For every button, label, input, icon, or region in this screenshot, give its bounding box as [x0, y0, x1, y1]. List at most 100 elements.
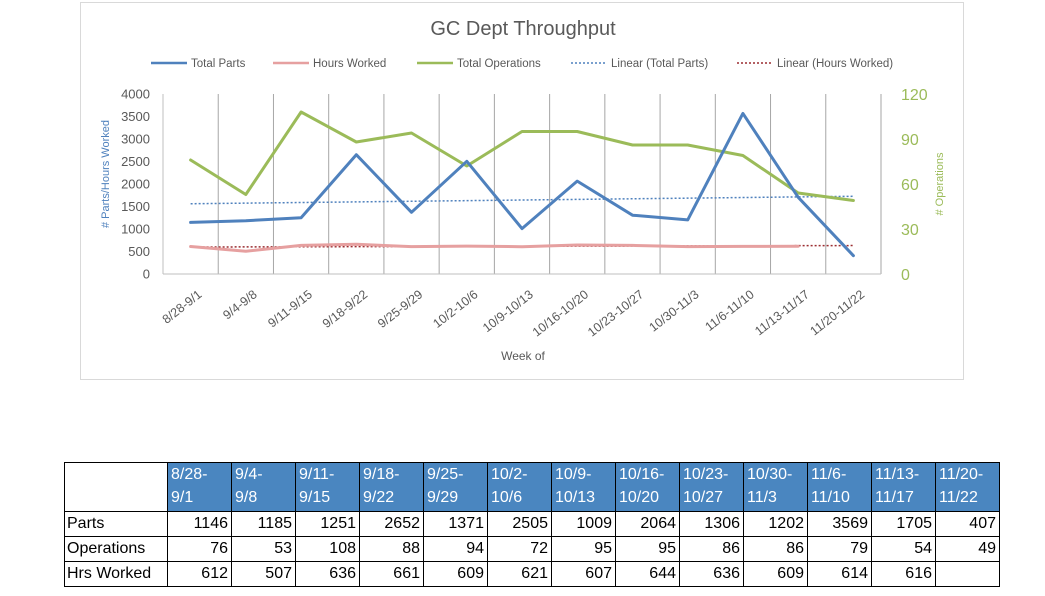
table-cell: 1009 — [551, 511, 616, 537]
trendline-total-parts — [190, 195, 854, 205]
x-tick-label-9: 10/30-11/3 — [647, 287, 702, 334]
table-header-text: 9/18- — [363, 466, 400, 483]
table-cell: 88 — [359, 536, 424, 562]
table-header-text: 10/13 — [555, 489, 596, 506]
table-cell: 95 — [551, 536, 616, 562]
table-row-label: Parts — [64, 511, 168, 537]
table-header-text: 10/20 — [619, 489, 660, 506]
table-header-text: 10/23- — [683, 466, 729, 483]
y-left-tick-2: 1000 — [121, 222, 150, 237]
table-cell: 3569 — [807, 511, 872, 537]
x-tick-label-10: 11/6-11/10 — [703, 287, 757, 334]
y-left-tick-3: 1500 — [121, 199, 150, 214]
series-line-hours-worked — [189, 242, 800, 253]
y-right-tick-3: 90 — [901, 132, 919, 149]
table-cell: 636 — [679, 561, 744, 587]
table-header-cell: 9/4- 9/8 — [231, 462, 296, 512]
table-header-cell: 10/16- 10/20 — [615, 462, 680, 512]
x-tick-label-6: 10/9-10/13 — [480, 287, 536, 335]
table-row-label: Hrs Worked — [64, 561, 168, 587]
table-cell: 621 — [487, 561, 552, 587]
table-header-text: 11/6- — [811, 466, 847, 483]
table-header-cell: 10/30- 11/3 — [743, 462, 808, 512]
table-header-text: 11/20- — [939, 466, 984, 483]
table-cell: 79 — [807, 536, 872, 562]
table-header-text: 9/25- — [427, 466, 464, 483]
y-right-tick-2: 60 — [901, 177, 919, 194]
table-header-cell: 9/11- 9/15 — [295, 462, 360, 512]
table-header-text: 9/15 — [299, 489, 331, 506]
table-header-row: 8/28- 9/1 9/4- 9/8 9/11- 9/15 9/18- 9/22 9/25- 9/… — [64, 462, 1000, 512]
chart-frame: GC Dept Throughput Total Parts Hours Worke… — [80, 2, 964, 380]
table-cell: 2505 — [487, 511, 552, 537]
table-cell: 612 — [167, 561, 232, 587]
table-header-cell: 10/2- 10/6 — [487, 462, 552, 512]
y-right-axis-title: # Operations — [934, 152, 946, 215]
table-header-text: 9/22 — [363, 489, 395, 506]
table-header-text: 10/30- — [747, 466, 793, 483]
table-cell: 86 — [679, 536, 744, 562]
table-header-cell: 10/9- 10/13 — [551, 462, 616, 512]
table-cell: 661 — [359, 561, 424, 587]
table-header-text: 9/8 — [235, 489, 258, 506]
table-cell: 72 — [487, 536, 552, 562]
table-row: Parts 1146 1185 1251 2652 1371 2505 1009 2064 130… — [64, 511, 1000, 537]
table-header-text: 11/10 — [811, 489, 850, 506]
table-cell: 614 — [807, 561, 872, 587]
x-tick-label-11: 11/13-11/17 — [752, 287, 812, 338]
table-cell: 108 — [295, 536, 360, 562]
y-left-tick-8: 4000 — [121, 87, 150, 102]
table-cell: 53 — [231, 536, 296, 562]
chart-title: GC Dept Throughput — [430, 18, 616, 40]
table-cell — [935, 561, 1000, 587]
table-body: Parts 1146 1185 1251 2652 1371 2505 1009 2064 130… — [64, 511, 1000, 587]
table-header-text: 11/17 — [875, 489, 914, 506]
x-tick-label-8: 10/23-10/27 — [585, 287, 646, 339]
table-row: Hrs Worked 612 507 636 661 609 621 607 644 636 609… — [64, 561, 1000, 587]
table-header-text: 9/11- — [299, 466, 335, 483]
legend-label-1: Hours Worked — [313, 58, 386, 70]
x-tick-label-2: 9/11-9/15 — [265, 287, 315, 330]
x-axis-title: Week of — [501, 349, 545, 363]
table-cell: 609 — [743, 561, 808, 587]
table-cell: 1251 — [295, 511, 360, 537]
legend-label-4: Linear (Hours Worked) — [777, 58, 893, 70]
table-cell: 76 — [167, 536, 232, 562]
table-header-text: 9/1 — [171, 489, 194, 506]
x-tick-label-7: 10/16-10/20 — [530, 287, 591, 339]
table-header-text: 10/27 — [683, 489, 724, 506]
table-header-text: 9/4- — [235, 466, 263, 483]
table-header-cell: 10/23- 10/27 — [679, 462, 744, 512]
table-header-text: 9/29 — [427, 489, 459, 506]
table-header-text: 10/2- — [491, 466, 528, 483]
y-right-tick-4: 120 — [901, 87, 928, 104]
table-header-text: 11/13- — [875, 466, 920, 483]
table-cell: 1705 — [871, 511, 936, 537]
x-tick-label-12: 11/20-11/22 — [807, 287, 867, 338]
table-header-cell: 9/18- 9/22 — [359, 462, 424, 512]
y-right-tick-0: 0 — [901, 267, 910, 284]
y-left-tick-0: 0 — [143, 267, 150, 282]
table-row-label: Operations — [64, 536, 168, 562]
x-tick-label-1: 9/4-9/8 — [220, 287, 259, 322]
y-left-tick-4: 2000 — [121, 177, 150, 192]
y-left-tick-1: 500 — [128, 244, 150, 259]
table-cell: 609 — [423, 561, 488, 587]
table-cell: 607 — [551, 561, 616, 587]
table-cell: 95 — [615, 536, 680, 562]
chart-svg: GC Dept Throughput Total Parts Hours Worke… — [100, 18, 946, 363]
table-cell: 49 — [935, 536, 1000, 562]
table-header-cell: 11/13- 11/17 — [871, 462, 936, 512]
table-header-cell: 11/6- 11/10 — [807, 462, 872, 512]
table-header-cell: 11/20- 11/22 — [935, 462, 1000, 512]
data-table: 8/28- 9/1 9/4- 9/8 9/11- 9/15 9/18- 9/22 9/25- 9/… — [64, 462, 1000, 587]
y-left-tick-5: 2500 — [121, 154, 150, 169]
table-header-text: 11/3 — [747, 489, 777, 506]
table-cell: 94 — [423, 536, 488, 562]
legend-label-3: Linear (Total Parts) — [611, 58, 708, 70]
table-cell: 2652 — [359, 511, 424, 537]
x-tick-label-5: 10/2-10/6 — [430, 287, 480, 331]
table-header-text: 10/6 — [491, 489, 523, 506]
table-cell: 86 — [743, 536, 808, 562]
table-header-text: 8/28- — [171, 466, 208, 483]
